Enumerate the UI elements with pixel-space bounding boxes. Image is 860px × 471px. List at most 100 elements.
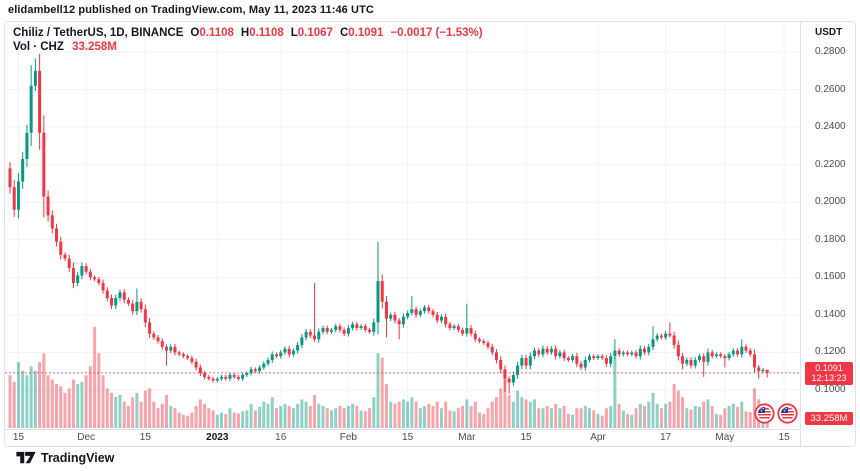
volume-bar (643, 406, 646, 428)
candle-body (469, 328, 473, 334)
price-tick-label: 0.2200 (815, 158, 846, 170)
candle-body (414, 309, 418, 315)
candle-body (478, 339, 482, 342)
candle-body (329, 329, 333, 332)
us-flag-event-icon[interactable] (777, 403, 798, 424)
candle-body (655, 335, 659, 340)
time-tick-label: 15 (402, 432, 414, 443)
candle-body (253, 369, 257, 372)
candle-body (160, 341, 164, 347)
volume-bar (714, 413, 718, 428)
volume-bar (626, 413, 630, 428)
candle-body (444, 316, 448, 325)
candle-body (16, 181, 20, 210)
candle-body (626, 352, 630, 355)
candle-body (363, 326, 367, 330)
candle-body (355, 324, 359, 329)
candle-body (190, 358, 194, 362)
volume-bar (655, 403, 659, 428)
candle-body (418, 311, 422, 315)
ohlc-value: 0.1108 (199, 27, 234, 39)
candle-body (473, 333, 477, 340)
volume-bar (173, 408, 177, 428)
volume-bar (139, 401, 143, 428)
volume-bar (533, 399, 537, 428)
volume-bar (42, 353, 46, 428)
price-chart-plot-area[interactable] (5, 22, 800, 429)
candle-body (613, 350, 617, 357)
candle-body (258, 367, 262, 372)
candle-body (173, 346, 177, 353)
current-volume-badge: 33.258M (805, 412, 853, 425)
volume-bar (516, 390, 520, 428)
candle-body (88, 271, 92, 278)
tradingview-logo[interactable]: TradingView (16, 451, 114, 465)
candle-body (410, 309, 414, 314)
candle-body (80, 266, 84, 276)
candle-body (126, 299, 130, 304)
volume-bar (638, 403, 642, 428)
candle-body (165, 346, 169, 351)
candle-body (46, 196, 50, 216)
volume-bar (283, 403, 287, 428)
candle-body (554, 348, 558, 357)
candle-body (59, 241, 63, 255)
candle-body (651, 339, 655, 347)
volume-bar (368, 408, 372, 428)
volume-bar (363, 411, 367, 428)
candle-body (25, 132, 29, 160)
candle-body (143, 309, 147, 323)
volume-bar (566, 413, 570, 428)
volume-bar (80, 381, 84, 428)
volume-bar (448, 410, 452, 428)
volume-bar (126, 406, 130, 428)
candle-body (697, 356, 701, 360)
volume-bar (630, 414, 634, 428)
ohlc-value: 0.1108 (249, 27, 284, 39)
volume-bar (503, 379, 507, 428)
candle-body (29, 85, 33, 133)
volume-bar (668, 401, 672, 428)
candle-body (638, 348, 642, 357)
candle-body (397, 320, 401, 325)
time-axis[interactable]: 15 Dec 15 2023 16 Feb 15 Mar 15 Apr 17 May 15 (5, 429, 800, 446)
candle-body (376, 281, 380, 323)
candle-body (8, 168, 12, 188)
candle-body (114, 297, 118, 306)
candle-body (105, 290, 109, 298)
candle-body (101, 282, 105, 291)
volume-bar (71, 379, 75, 428)
candle-body (575, 356, 579, 364)
candle-body (194, 361, 198, 368)
us-flag-event-icon[interactable] (754, 403, 775, 424)
candle-body (710, 352, 714, 357)
volume-bar (198, 399, 202, 428)
candle-body (465, 328, 469, 334)
candle-body (334, 326, 338, 330)
candle-body (431, 311, 435, 315)
price-axis[interactable]: USDT 0.2800 0.2600 0.2400 0.2200 0.2000 0.180… (800, 22, 855, 446)
volume-bar (253, 410, 257, 428)
volume-bar (541, 408, 545, 428)
candle-body (93, 277, 97, 280)
candle-body (486, 343, 490, 347)
candle-body (448, 324, 452, 329)
price-tick-label: 0.2000 (815, 196, 846, 208)
bar-countdown: 12:13:23 (811, 373, 847, 384)
candle-body (566, 358, 570, 360)
volume-bar (397, 401, 401, 428)
volume-bar (334, 408, 338, 428)
candle-body (338, 326, 342, 330)
volume-label: Vol · CHZ (13, 41, 64, 53)
candle-body (562, 352, 566, 359)
candle-body (97, 279, 101, 283)
candle-body (752, 354, 756, 368)
volume-bar (689, 409, 693, 428)
volume-bar (604, 408, 608, 428)
candle-body (342, 329, 346, 334)
candle-body (368, 329, 372, 332)
volume-bar (719, 414, 723, 428)
candle-body (511, 374, 515, 383)
candle-body (389, 314, 393, 319)
time-tick-label: 15 (778, 432, 790, 443)
